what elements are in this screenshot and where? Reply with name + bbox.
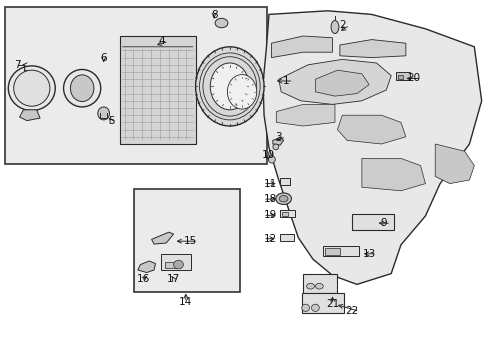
Ellipse shape bbox=[14, 70, 50, 106]
Polygon shape bbox=[339, 40, 405, 58]
Ellipse shape bbox=[8, 66, 55, 111]
Text: 2: 2 bbox=[338, 20, 345, 30]
Bar bbox=[161, 254, 190, 270]
Polygon shape bbox=[278, 59, 390, 104]
Ellipse shape bbox=[98, 107, 109, 120]
Bar bbox=[322, 246, 359, 256]
Text: 10: 10 bbox=[261, 150, 274, 160]
Polygon shape bbox=[272, 138, 283, 145]
Polygon shape bbox=[337, 115, 405, 144]
Polygon shape bbox=[434, 144, 473, 184]
Ellipse shape bbox=[275, 193, 291, 204]
Text: 19: 19 bbox=[263, 210, 277, 220]
Bar bbox=[397, 75, 403, 79]
Polygon shape bbox=[20, 110, 40, 121]
Text: 3: 3 bbox=[275, 132, 282, 142]
Polygon shape bbox=[138, 261, 155, 273]
Bar bbox=[134, 189, 239, 292]
Polygon shape bbox=[315, 70, 368, 96]
Text: 13: 13 bbox=[362, 249, 375, 259]
Text: 12: 12 bbox=[263, 234, 277, 244]
Bar bbox=[302, 293, 343, 313]
Polygon shape bbox=[120, 36, 195, 144]
Text: 6: 6 bbox=[100, 53, 107, 63]
Bar bbox=[5, 7, 266, 164]
Polygon shape bbox=[276, 104, 334, 126]
Text: 15: 15 bbox=[183, 236, 197, 246]
Polygon shape bbox=[263, 11, 481, 284]
Text: 11: 11 bbox=[263, 179, 277, 189]
Polygon shape bbox=[361, 158, 425, 191]
Text: 18: 18 bbox=[263, 194, 277, 204]
Ellipse shape bbox=[195, 47, 264, 126]
Ellipse shape bbox=[306, 283, 314, 289]
Ellipse shape bbox=[330, 21, 338, 33]
Text: 7: 7 bbox=[14, 60, 20, 70]
Text: 5: 5 bbox=[108, 116, 115, 126]
Ellipse shape bbox=[173, 260, 183, 269]
Text: 1: 1 bbox=[282, 76, 289, 86]
Ellipse shape bbox=[311, 304, 319, 311]
Text: 22: 22 bbox=[345, 306, 358, 316]
Ellipse shape bbox=[272, 144, 278, 150]
Bar bbox=[351, 214, 393, 230]
Bar bbox=[303, 274, 337, 293]
Bar bbox=[325, 248, 339, 255]
Bar bbox=[395, 72, 409, 80]
Text: 4: 4 bbox=[158, 36, 164, 46]
Ellipse shape bbox=[301, 304, 309, 311]
Ellipse shape bbox=[210, 63, 249, 110]
Bar bbox=[280, 234, 293, 241]
Ellipse shape bbox=[315, 283, 323, 289]
Polygon shape bbox=[151, 232, 173, 244]
Ellipse shape bbox=[70, 75, 94, 102]
Ellipse shape bbox=[215, 18, 227, 28]
Text: 17: 17 bbox=[166, 274, 180, 284]
Bar bbox=[282, 212, 287, 216]
Text: 14: 14 bbox=[179, 297, 192, 307]
Text: 20: 20 bbox=[407, 73, 420, 84]
Ellipse shape bbox=[279, 195, 287, 202]
Text: 21: 21 bbox=[325, 299, 339, 309]
Polygon shape bbox=[271, 36, 332, 58]
Bar bbox=[164, 262, 177, 268]
Ellipse shape bbox=[268, 156, 275, 163]
Text: 16: 16 bbox=[136, 274, 150, 284]
Bar bbox=[280, 210, 294, 217]
Ellipse shape bbox=[63, 69, 101, 107]
Text: 8: 8 bbox=[210, 10, 217, 20]
Text: 9: 9 bbox=[380, 218, 386, 228]
Ellipse shape bbox=[227, 75, 256, 109]
Bar bbox=[279, 178, 290, 185]
